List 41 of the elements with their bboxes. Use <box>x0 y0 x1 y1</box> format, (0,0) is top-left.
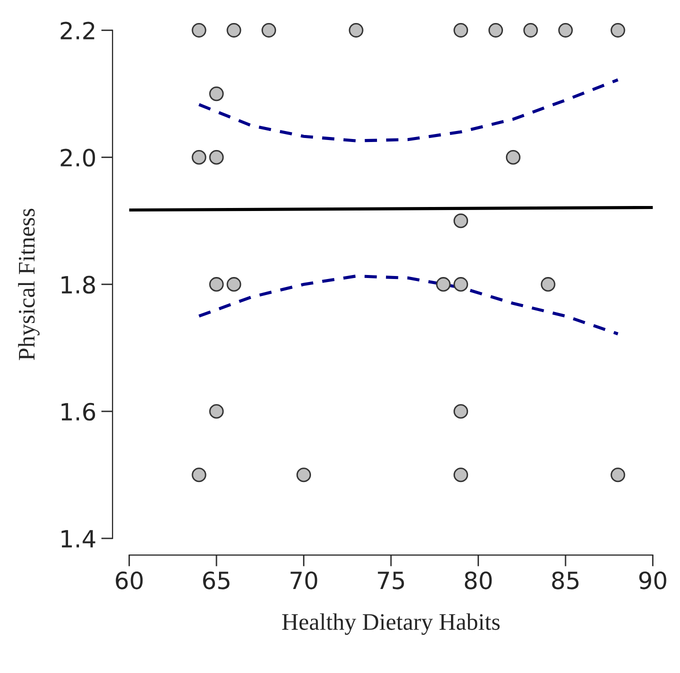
line-series <box>197 78 620 142</box>
point <box>192 150 206 165</box>
y-tick-label: 2.2 <box>60 22 94 40</box>
x-tick-label: 70 <box>290 571 318 590</box>
point <box>540 277 556 292</box>
point <box>610 468 626 482</box>
point <box>348 23 364 38</box>
point <box>192 23 206 38</box>
point <box>436 277 451 292</box>
point <box>610 23 626 38</box>
x-tick-label: 60 <box>116 571 143 590</box>
point <box>523 23 538 38</box>
x-tick-label: 65 <box>203 571 230 590</box>
point <box>296 468 312 482</box>
y-tick-label: 1.4 <box>62 530 96 548</box>
x-tick-label: 90 <box>639 571 666 590</box>
x-tick-label: 80 <box>464 571 492 590</box>
y-axis-title: Physical Fitness <box>18 208 40 360</box>
point <box>454 277 468 292</box>
point <box>454 468 468 482</box>
point <box>262 23 276 38</box>
point <box>209 277 224 292</box>
point <box>226 277 242 292</box>
x-tick-label: 75 <box>378 572 404 590</box>
y-tick-label: 2.0 <box>60 148 95 167</box>
line-series <box>197 274 620 336</box>
point <box>209 86 224 102</box>
x-axis-title: Healthy Dietary Habits <box>282 613 500 635</box>
point <box>558 23 573 38</box>
point <box>506 150 520 165</box>
point <box>192 468 206 482</box>
point <box>454 404 468 419</box>
x-tick-label: 85 <box>552 571 578 590</box>
y-tick-label: 1.8 <box>62 276 95 294</box>
point <box>454 214 468 228</box>
point <box>488 23 504 38</box>
y-tick-label: 1.6 <box>62 402 96 421</box>
point <box>209 150 224 165</box>
point <box>226 23 242 38</box>
point <box>454 23 468 38</box>
point <box>209 404 224 419</box>
